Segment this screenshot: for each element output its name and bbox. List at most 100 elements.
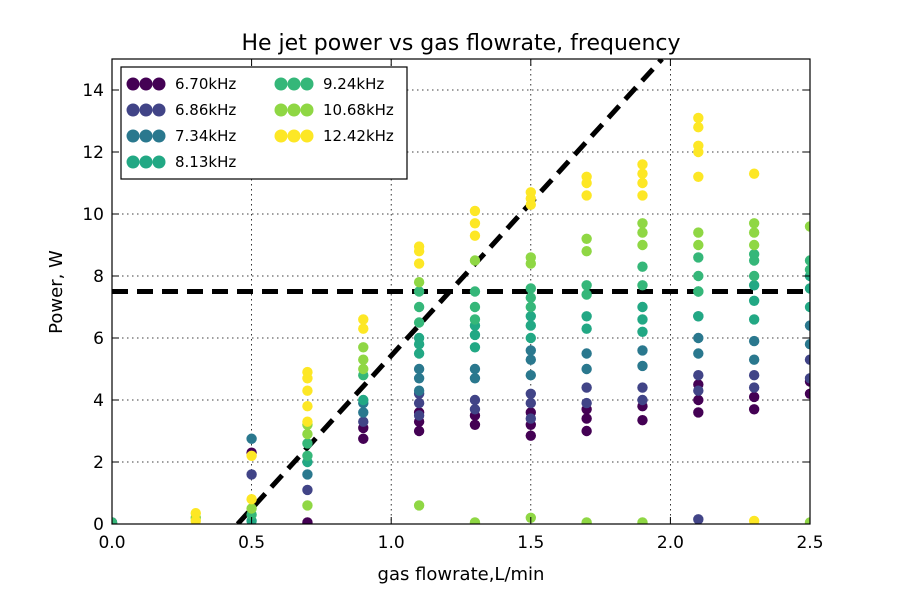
data-point: [302, 366, 313, 378]
data-point: [358, 394, 369, 406]
legend-marker: [287, 77, 301, 91]
data-point: [413, 397, 425, 409]
y-tick-label: 0: [93, 515, 104, 535]
legend-marker: [287, 103, 301, 117]
data-point: [693, 385, 704, 396]
data-point: [469, 363, 481, 375]
data-point: [693, 407, 704, 418]
data-point: [637, 168, 648, 179]
data-point: [302, 416, 313, 427]
data-point: [581, 517, 592, 524]
data-point: [637, 227, 648, 238]
data-point: [413, 277, 425, 288]
y-tick-label: 6: [93, 329, 104, 349]
legend-marker: [139, 103, 153, 117]
data-point: [246, 503, 257, 514]
plot-frame: [111, 58, 811, 525]
data-point: [748, 382, 760, 393]
data-point: [302, 500, 313, 511]
data-point: [413, 363, 425, 375]
data-point: [302, 450, 313, 461]
data-point: [637, 301, 648, 313]
data-point: [525, 292, 536, 303]
data-point: [637, 261, 648, 272]
data-point: [581, 171, 592, 182]
data-point: [581, 233, 592, 244]
data-point: [358, 363, 369, 375]
y-tick-label: 2: [93, 453, 104, 473]
data-point: [581, 323, 592, 334]
y-tick-label: 8: [93, 267, 104, 287]
data-point: [358, 416, 369, 427]
legend-marker: [274, 103, 288, 117]
y-axis-label: Power, W: [46, 250, 67, 334]
data-point: [469, 205, 481, 217]
data-point: [413, 317, 425, 328]
data-point: [469, 218, 481, 229]
data-point: [693, 311, 704, 322]
data-point: [693, 140, 704, 151]
data-point: [637, 177, 648, 189]
chart-title: He jet power vs gas flowrate, frequency: [241, 31, 680, 56]
data-point: [748, 335, 760, 347]
data-point: [469, 255, 481, 266]
data-point: [190, 515, 201, 524]
data-point: [804, 221, 810, 232]
axis-ticks: 0.0 0.5 1.0 1.5 2.0 2.5 0 2 4 6 8 10 12 14: [82, 59, 824, 553]
data-point: [693, 270, 704, 282]
data-point: [358, 323, 369, 334]
data-point: [469, 329, 481, 341]
data-point: [525, 345, 536, 356]
data-point: [748, 218, 760, 229]
legend-label: 10.68kHz: [323, 101, 394, 119]
data-point: [413, 286, 425, 297]
x-tick-label: 1.5: [517, 533, 544, 553]
data-point: [525, 301, 536, 313]
data-point: [637, 190, 648, 201]
data-point: [525, 397, 536, 409]
legend-box: [120, 66, 408, 180]
data-point: [469, 373, 481, 384]
legend: 6.70kHz 6.86kHz 7.34kHz 8.13kHz 9.24kHz 10.68…: [120, 66, 408, 180]
data-point: [693, 252, 704, 263]
legend-marker: [126, 77, 140, 91]
data-point: [637, 414, 648, 426]
data-point: [748, 168, 760, 179]
data-point: [693, 514, 704, 524]
data-point: [637, 314, 648, 325]
data-point: [358, 342, 369, 353]
legend-marker: [274, 77, 288, 91]
data-point: [748, 270, 760, 282]
data-point: [246, 494, 257, 505]
data-point: [637, 517, 648, 524]
legend-marker: [152, 155, 166, 169]
data-point: [413, 348, 425, 359]
series-12.42kHz: [190, 112, 760, 524]
legend-marker: [139, 77, 153, 91]
data-point: [469, 404, 481, 415]
data-point: [693, 370, 704, 381]
data-point: [637, 394, 648, 406]
legend-label: 12.42kHz: [323, 127, 394, 145]
data-point: [525, 388, 536, 399]
data-point: [469, 419, 481, 430]
legend-marker: [300, 103, 314, 117]
data-point: [693, 112, 704, 124]
data-point: [413, 500, 425, 511]
data-point: [748, 239, 760, 251]
data-point: [748, 515, 760, 524]
data-point: [413, 241, 425, 252]
data-point: [302, 469, 313, 480]
data-point: [525, 430, 536, 441]
data-point: [246, 469, 257, 480]
data-point: [469, 394, 481, 406]
data-point: [637, 326, 648, 337]
data-point: [302, 438, 313, 449]
data-point: [525, 252, 536, 263]
data-point: [469, 301, 481, 313]
y-tick-label: 12: [82, 143, 104, 163]
data-point: [413, 332, 425, 344]
series-6.86kHz: [246, 354, 810, 524]
data-point: [581, 363, 592, 375]
